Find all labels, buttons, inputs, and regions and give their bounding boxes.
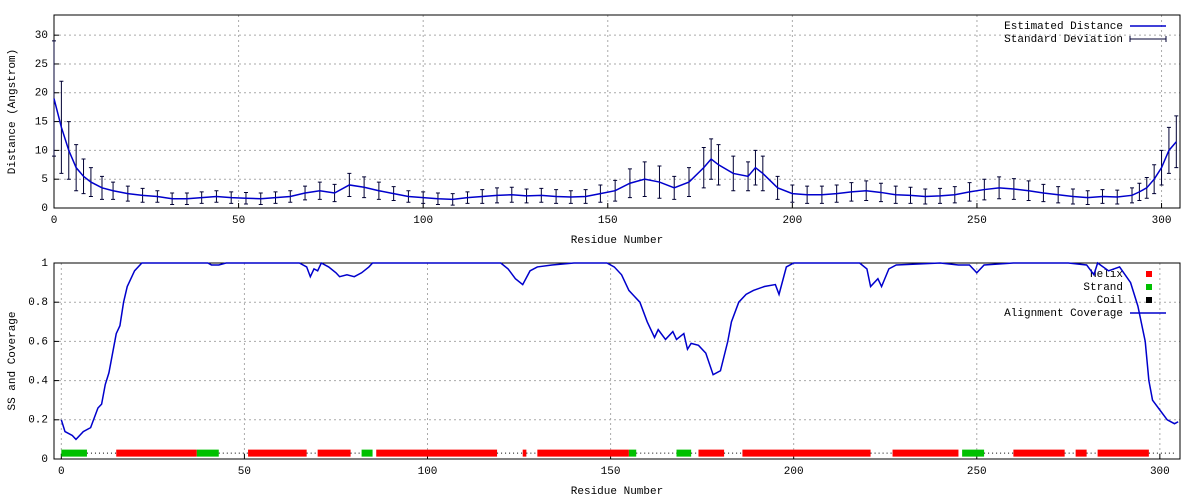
legend-label: Strand	[1083, 282, 1123, 294]
y-tick-label: 25	[35, 59, 48, 71]
ss-segment	[376, 449, 498, 457]
error-bar	[52, 40, 56, 157]
y-tick-label: 10	[35, 145, 48, 157]
y-tick-label: 0.2	[28, 415, 48, 427]
y-tick-label: 0	[41, 454, 48, 466]
x-tick-label: 100	[413, 215, 433, 227]
y-tick-label: 15	[35, 116, 48, 128]
ss-segment	[676, 449, 692, 457]
y-axis-label: Distance (Angstrom)	[7, 49, 19, 174]
x-tick-label: 150	[598, 215, 618, 227]
x-tick-label: 50	[232, 215, 245, 227]
y-tick-label: 0.8	[28, 297, 48, 309]
x-tick-label: 0	[58, 466, 65, 478]
legend-label: Estimated Distance	[1004, 21, 1123, 33]
y-tick-label: 0	[41, 203, 48, 215]
ss-segment	[116, 449, 197, 457]
y-tick-label: 0.6	[28, 336, 48, 348]
legend-swatch	[1146, 297, 1152, 303]
x-tick-label: 300	[1150, 466, 1170, 478]
ss-segment	[1013, 449, 1065, 457]
x-tick-label: 200	[784, 466, 804, 478]
y-axis-label: SS and Coverage	[7, 311, 19, 410]
y-tick-label: 20	[35, 88, 48, 100]
x-axis-label: Residue Number	[571, 235, 663, 247]
x-tick-label: 300	[1152, 215, 1172, 227]
legend-label: Helix	[1090, 269, 1123, 281]
ss-segment	[317, 449, 351, 457]
y-tick-label: 30	[35, 30, 48, 42]
error-bar	[1174, 115, 1179, 169]
data-line	[53, 98, 1177, 201]
x-tick-label: 50	[238, 466, 251, 478]
legend-label: Coil	[1097, 295, 1123, 307]
ss-segment	[698, 449, 725, 457]
ss-segment	[628, 449, 637, 457]
x-tick-label: 250	[967, 466, 987, 478]
x-axis-label: Residue Number	[571, 486, 663, 498]
x-tick-label: 200	[782, 215, 802, 227]
ss-segment	[892, 449, 959, 457]
ss-segment	[1097, 449, 1149, 457]
ss-segment	[537, 449, 629, 457]
ss-segment	[742, 449, 871, 457]
legend-errorbar	[1129, 36, 1167, 42]
y-tick-label: 0.4	[28, 376, 48, 388]
ss-segment	[196, 449, 219, 457]
x-tick-label: 100	[418, 466, 438, 478]
legend-swatch	[1146, 271, 1152, 277]
y-tick-label: 5	[41, 174, 48, 186]
plot-frame	[53, 262, 1181, 460]
legend-label: Standard Deviation	[1004, 34, 1123, 46]
y-tick-label: 1	[41, 258, 48, 270]
legend-swatch	[1146, 284, 1152, 290]
ss-segment	[522, 449, 527, 457]
x-tick-label: 0	[51, 215, 58, 227]
ss-segment	[248, 449, 307, 457]
ss-segment	[361, 449, 373, 457]
ss-segment	[1075, 449, 1087, 457]
x-tick-label: 250	[967, 215, 987, 227]
ss-segment	[962, 449, 985, 457]
legend-label: Alignment Coverage	[1004, 308, 1123, 320]
x-tick-label: 150	[601, 466, 621, 478]
data-line	[60, 261, 1179, 441]
ss-segment	[61, 449, 87, 457]
